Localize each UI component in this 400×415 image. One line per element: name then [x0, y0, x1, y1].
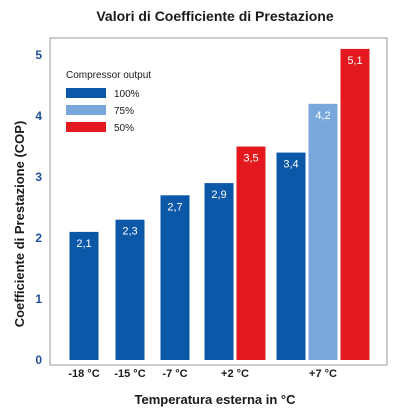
y-tick-label: 0	[35, 353, 42, 367]
y-tick-label: 3	[35, 170, 42, 184]
bar	[308, 103, 338, 361]
bar	[204, 183, 234, 360]
bars: 2,1 2,3 2,7 2,9 3,5 3,4 4,2 5,1	[69, 48, 370, 361]
bar	[160, 195, 190, 360]
bar-value-label: 5,1	[347, 55, 362, 67]
x-axis-title: Temperatura esterna in °C	[134, 392, 296, 407]
bar	[69, 231, 99, 360]
bar	[276, 152, 306, 360]
bar-value-label: 3,5	[243, 153, 258, 165]
x-tick-label: -18 °C	[68, 368, 99, 380]
legend-swatch	[66, 105, 106, 115]
x-tick-label: -15 °C	[114, 368, 145, 380]
y-tick-label: 4	[35, 109, 42, 123]
chart-title: Valori di Coefficiente di Prestazione	[96, 8, 333, 24]
bar-value-label: 4,2	[315, 110, 330, 122]
plot-area-frame	[49, 37, 388, 366]
bar-value-label: 2,3	[122, 226, 137, 238]
legend-swatch	[66, 88, 106, 98]
y-axis-ticks: 0 1 2 3 4 5	[35, 48, 42, 367]
x-axis-ticks: -18 °C -15 °C -7 °C +2 °C +7 °C	[68, 368, 337, 380]
bar-value-label: 2,7	[167, 201, 182, 213]
legend-label: 75%	[114, 106, 134, 117]
y-tick-label: 5	[35, 48, 42, 62]
bar-value-label: 3,4	[283, 159, 298, 171]
x-tick-label: -7 °C	[162, 368, 187, 380]
y-tick-label: 2	[35, 231, 42, 245]
x-tick-label: +7 °C	[309, 368, 337, 380]
bar	[236, 146, 266, 360]
bar-value-label: 2,1	[76, 238, 91, 250]
y-axis-title: Coefficiente di Prestazione (COP)	[12, 121, 27, 328]
y-tick-label: 1	[35, 292, 42, 306]
legend: Compressor output 100% 75% 50%	[66, 70, 151, 134]
bar-value-label: 2,9	[211, 189, 226, 201]
legend-swatch	[66, 122, 106, 132]
legend-label: 50%	[114, 123, 134, 134]
bar	[115, 219, 145, 360]
legend-label: 100%	[114, 89, 140, 100]
bar	[340, 48, 370, 361]
x-tick-label: +2 °C	[221, 368, 249, 380]
legend-title: Compressor output	[66, 70, 151, 81]
